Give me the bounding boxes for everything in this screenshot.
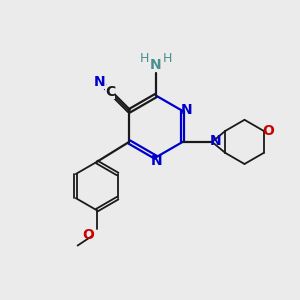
Text: O: O	[82, 228, 94, 242]
Text: O: O	[262, 124, 274, 138]
Text: N: N	[151, 154, 162, 169]
Text: C: C	[105, 85, 116, 99]
Text: N: N	[150, 58, 162, 72]
Text: N: N	[181, 103, 193, 117]
Text: N: N	[94, 75, 106, 89]
Text: H: H	[140, 52, 149, 64]
Text: H: H	[162, 52, 172, 64]
Text: N: N	[210, 134, 221, 148]
